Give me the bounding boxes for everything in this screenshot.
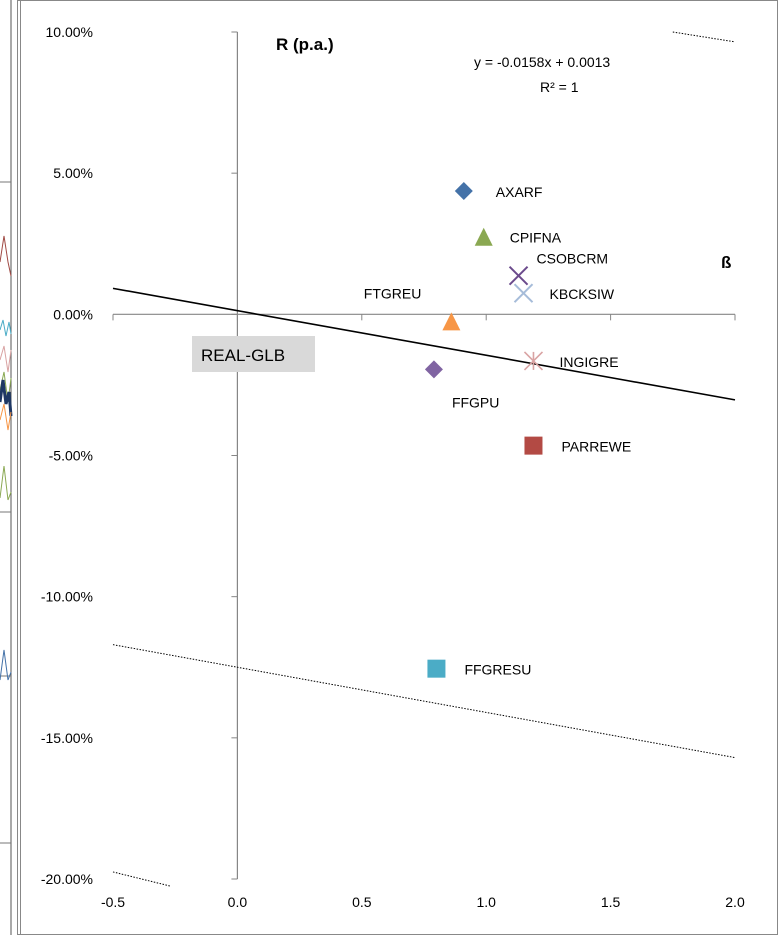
point-label: INGIGRE xyxy=(559,354,618,370)
y-tick-label: 10.00% xyxy=(46,24,93,40)
y-tick-label: -5.00% xyxy=(49,448,93,464)
diamond-marker xyxy=(454,181,473,200)
x-tick-label: 1.0 xyxy=(476,894,496,910)
x-marker xyxy=(513,283,534,303)
trendline-r-squared: R² = 1 xyxy=(540,79,579,95)
point-label: FFGPU xyxy=(452,394,499,410)
y-tick-label: 5.00% xyxy=(53,165,93,181)
point-cpifna: CPIFNA xyxy=(474,227,562,246)
x-tick-label: -0.5 xyxy=(101,894,125,910)
boundary-lines xyxy=(112,31,736,887)
lower-bound-line xyxy=(112,644,736,759)
x-tick-label: 2.0 xyxy=(725,894,745,910)
point-ingigre: INGIGRE xyxy=(523,351,619,371)
point-label: FFGRESU xyxy=(464,662,531,678)
diamond-marker xyxy=(424,360,443,379)
data-points: AXARF CPIFNA CSOBCRM KBCKSIW FTGREU INGIGRE FF… xyxy=(364,181,631,678)
y-tick-label: -15.00% xyxy=(41,730,93,746)
point-ffgpu: FFGPU xyxy=(424,360,499,410)
y-tick-label: 0.00% xyxy=(53,306,93,322)
trendline-equation: y = -0.0158x + 0.0013 xyxy=(474,54,610,70)
point-label: PARREWE xyxy=(561,439,631,455)
chart-border xyxy=(17,0,778,935)
point-label: CPIFNA xyxy=(510,230,562,246)
point-label: AXARF xyxy=(496,184,543,200)
callout-real-glb: REAL-GLB xyxy=(192,336,315,372)
point-label: KBCKSIW xyxy=(550,286,615,302)
x-marker xyxy=(508,265,529,286)
square-marker xyxy=(427,659,446,678)
triangle-marker xyxy=(474,227,493,246)
square-marker xyxy=(524,436,543,455)
x-tick-label: 0.0 xyxy=(228,894,248,910)
trendline-line xyxy=(112,287,736,401)
y-axis-title: R (p.a.) xyxy=(276,35,334,54)
point-label: CSOBCRM xyxy=(537,251,609,267)
y-tick-label: -10.00% xyxy=(41,589,93,605)
axes: -0.5 0.0 0.5 1.0 1.5 2.0 10.00% 5.00% 0.00% -5.00… xyxy=(41,24,745,910)
upper-bound-line xyxy=(672,31,736,43)
x-axis-title: ß xyxy=(721,253,731,272)
lower-bound-line-2 xyxy=(112,871,171,887)
y-tick-label: -20.00% xyxy=(41,871,93,887)
x-tick-label: 1.5 xyxy=(601,894,621,910)
x-tick-label: 0.5 xyxy=(352,894,372,910)
point-axarf: AXARF xyxy=(454,181,543,200)
point-ffgresu: FFGRESU xyxy=(427,659,531,678)
adjacent-chart-sliver xyxy=(0,0,13,935)
trendline xyxy=(112,287,736,401)
point-csobcrm: CSOBCRM xyxy=(508,251,609,286)
callout-label: REAL-GLB xyxy=(201,346,285,365)
point-label: FTGREU xyxy=(364,285,422,301)
point-kbcksiw: KBCKSIW xyxy=(513,283,615,303)
triangle-marker xyxy=(442,312,461,331)
point-parrewe: PARREWE xyxy=(524,436,631,455)
point-ftgreu: FTGREU xyxy=(364,285,461,331)
